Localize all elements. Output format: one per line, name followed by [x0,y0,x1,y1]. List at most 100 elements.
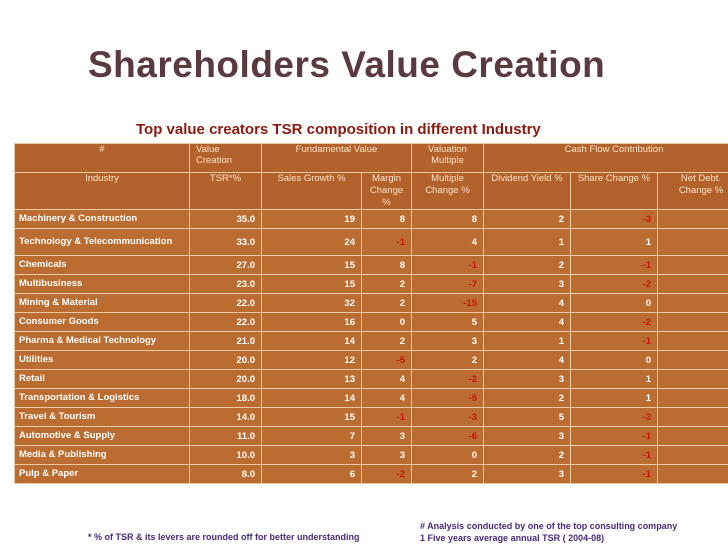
cell-tsr: 18.0 [189,388,262,408]
cell-tsr: 14.0 [189,407,262,427]
cell-net-debt-change: 2 [657,331,728,351]
cell-multiple-change: -5 [411,388,484,408]
cell-share-change: -1 [570,426,658,446]
cell-industry: Pharma & Medical Technology [14,331,190,351]
cell-share-change: 1 [570,369,658,389]
cell-margin-change: -1 [361,407,412,427]
cell-dividend-yield: 5 [483,407,571,427]
col-sales-growth: Sales Growth % [261,172,362,210]
cell-share-change: 0 [570,350,658,370]
cell-multiple-change: 4 [411,228,484,256]
cell-share-change: 1 [570,228,658,256]
cell-industry: Retail [14,369,190,389]
cell-net-debt-change: 7 [657,350,728,370]
cell-net-debt-change: 4 [657,228,728,256]
cell-share-change: 1 [570,388,658,408]
cell-share-change: -2 [570,312,658,332]
cell-industry: Multibusiness [14,274,190,294]
tsr-table: # Value Creation Fundamental Value Valua… [14,143,728,484]
cell-dividend-yield: 2 [483,209,571,229]
cell-share-change: -2 [570,274,658,294]
cell-net-debt-change: 0 [657,464,728,484]
cell-industry: Chemicals [14,255,190,275]
cell-multiple-change: -7 [411,274,484,294]
footnote-source: # Analysis conducted by one of the top c… [420,520,677,544]
cell-dividend-yield: 3 [483,464,571,484]
table-row: Technology & Telecommunication 33.0 24 -1 4 1… [14,228,728,256]
cell-multiple-change: 2 [411,464,484,484]
cell-share-change: -3 [570,407,658,427]
cell-multiple-change: -1 [411,255,484,275]
table-subtitle: Top value creators TSR composition in di… [136,121,541,138]
cell-tsr: 20.0 [189,369,262,389]
cell-tsr: 8.0 [189,464,262,484]
cell-net-debt-change: 5 [657,426,728,446]
col-dividend-yield: Dividend Yield % [483,172,571,210]
cell-margin-change: 3 [361,445,412,465]
cell-multiple-change: -3 [411,407,484,427]
cell-multiple-change: 5 [411,312,484,332]
cell-multiple-change: 0 [411,445,484,465]
header-hash: # [14,143,190,173]
cell-net-debt-change: 3 [657,445,728,465]
header-column-row: Industry TSR*% Sales Growth % Margin Cha… [14,172,728,210]
cell-margin-change: 3 [361,426,412,446]
cell-dividend-yield: 1 [483,331,571,351]
footnote-analysis: # Analysis conducted by one of the top c… [420,521,678,531]
cell-net-debt-change: -1 [657,293,728,313]
cell-sales-growth: 13 [261,369,362,389]
col-multiple-change: Multiple Change % [411,172,484,210]
cell-tsr: 11.0 [189,426,262,446]
cell-margin-change: 2 [361,293,412,313]
cell-share-change: -1 [570,331,658,351]
cell-margin-change: 8 [361,209,412,229]
header-group-row: # Value Creation Fundamental Value Valua… [14,143,728,173]
cell-margin-change: 2 [361,274,412,294]
cell-net-debt-change: 4 [657,255,728,275]
cell-margin-change: -2 [361,464,412,484]
cell-industry: Technology & Telecommunication [14,228,190,256]
cell-net-debt-change: 1 [657,209,728,229]
cell-multiple-change: 2 [411,350,484,370]
col-net-debt-change: Net Debt. Change % [657,172,728,210]
cell-margin-change: 8 [361,255,412,275]
header-cash-flow: Cash Flow Contribution [483,143,728,173]
cell-industry: Travel & Tourism [14,407,190,427]
cell-dividend-yield: 2 [483,445,571,465]
cell-sales-growth: 19 [261,209,362,229]
cell-dividend-yield: 2 [483,255,571,275]
cell-sales-growth: 6 [261,464,362,484]
cell-multiple-change: 8 [411,209,484,229]
cell-tsr: 27.0 [189,255,262,275]
cell-sales-growth: 15 [261,407,362,427]
header-fundamental-value: Fundamental Value [261,143,412,173]
cell-industry: Pulp & Paper [14,464,190,484]
cell-sales-growth: 15 [261,255,362,275]
cell-industry: Mining & Material [14,293,190,313]
cell-net-debt-change: 1 [657,369,728,389]
cell-multiple-change: -6 [411,426,484,446]
cell-industry: Consumer Goods [14,312,190,332]
cell-tsr: 33.0 [189,228,262,256]
cell-dividend-yield: 4 [483,350,571,370]
cell-margin-change: 4 [361,369,412,389]
header-value-creation: Value Creation [189,143,262,173]
cell-margin-change: 2 [361,331,412,351]
footnote-period: 1 Five years average annual TSR ( 2004-0… [420,533,605,543]
cell-tsr: 22.0 [189,312,262,332]
cell-sales-growth: 24 [261,228,362,256]
cell-net-debt-change: 1 [657,407,728,427]
cell-multiple-change: -15 [411,293,484,313]
cell-tsr: 35.0 [189,209,262,229]
cell-sales-growth: 14 [261,331,362,351]
cell-sales-growth: 14 [261,388,362,408]
